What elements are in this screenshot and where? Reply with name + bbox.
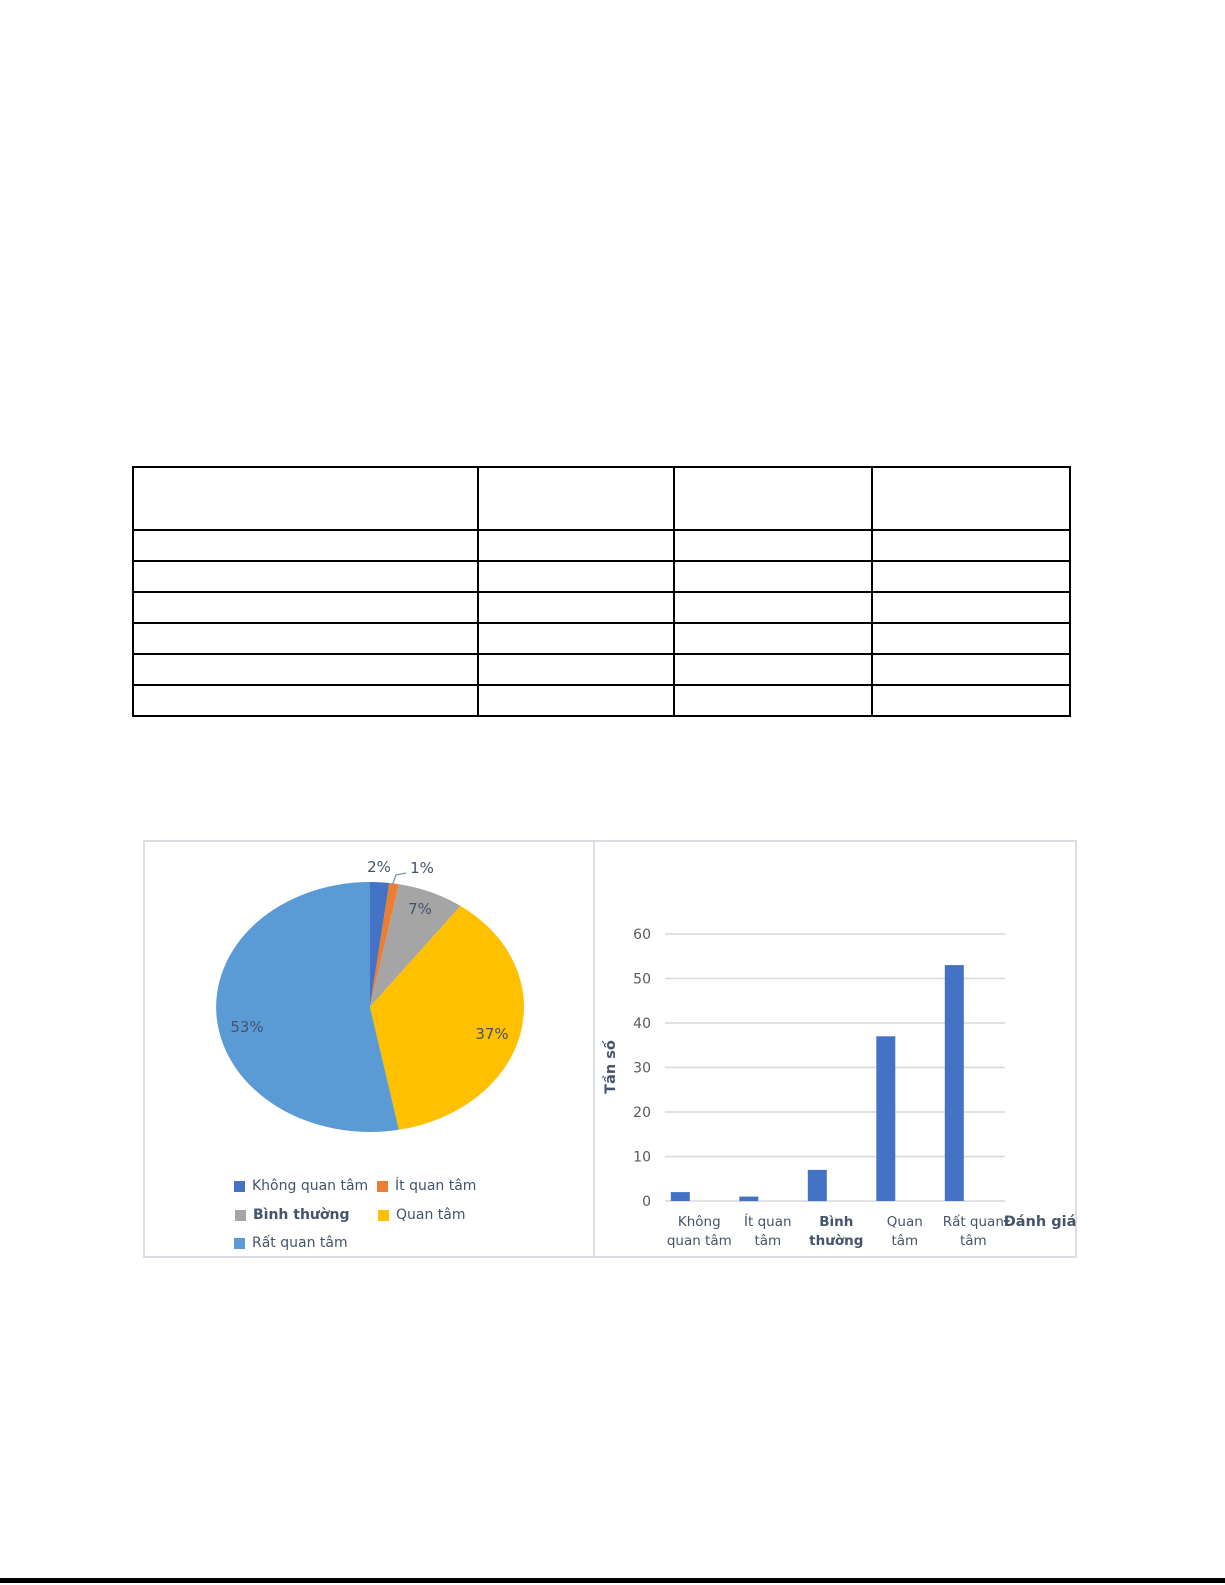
pie-leader-line <box>391 872 407 887</box>
bar <box>670 1192 690 1201</box>
legend-swatch <box>234 1180 245 1192</box>
y-tick-label: 20 <box>633 1105 651 1121</box>
y-tick-label: 40 <box>633 1016 651 1032</box>
x-tick-label: tâm <box>754 1233 781 1249</box>
table-cell <box>132 653 479 686</box>
table-row <box>132 591 1071 624</box>
table-row <box>132 529 1071 562</box>
x-tick-label: quan tâm <box>667 1233 732 1249</box>
legend-item: Ít quan tâm <box>377 1179 476 1193</box>
table-cell <box>477 529 675 562</box>
table-cell <box>132 622 479 655</box>
pie-data-label: 2% <box>367 858 391 876</box>
pie-data-label: 53% <box>230 1018 263 1036</box>
panel-divider <box>593 842 595 1256</box>
table-cell <box>477 684 675 717</box>
pie-slice <box>370 884 461 1007</box>
legend-item: Rất quan tâm <box>234 1236 348 1250</box>
table-cell <box>871 560 1071 593</box>
pie-data-label: 37% <box>475 1025 508 1043</box>
table-cell <box>871 529 1071 562</box>
pie-data-label: 7% <box>408 900 432 918</box>
table-cell <box>673 466 873 531</box>
x-tick-label: tâm <box>960 1233 987 1249</box>
table-cell <box>132 591 479 624</box>
table-cell <box>673 560 873 593</box>
bar <box>739 1196 759 1202</box>
legend-swatch <box>234 1237 245 1249</box>
table-cell <box>871 622 1071 655</box>
table-cell <box>477 466 675 531</box>
table-cell <box>871 684 1071 717</box>
table-cell <box>477 622 675 655</box>
charts-panel: 2% 1% 7% 37% 53% Không quan tâm Ít quan tâm Bì… <box>143 840 1077 1258</box>
pie-slice <box>216 882 399 1132</box>
pie-data-label: 1% <box>410 859 434 877</box>
pie-chart: 2% 1% 7% 37% 53% <box>216 858 524 1132</box>
legend-item: Quan tâm <box>378 1208 466 1222</box>
table-cell <box>132 529 479 562</box>
table-row <box>132 560 1071 593</box>
pie-slice <box>370 883 399 1007</box>
legend-swatch <box>235 1209 246 1221</box>
legend-swatch <box>377 1180 388 1192</box>
x-tick-label: tâm <box>891 1233 918 1249</box>
pie-legend: Không quan tâm Ít quan tâm Bình thường Quan… <box>145 842 593 1256</box>
y-axis-title: Tần số <box>602 1040 619 1094</box>
table-cell <box>477 653 675 686</box>
table-cell <box>871 466 1071 531</box>
legend-item: Bình thường <box>235 1208 350 1222</box>
bar-chart: 0 10 20 30 40 50 60 Tần số Không quan tâm Ít quan t… <box>602 927 1077 1249</box>
bar <box>807 1169 827 1202</box>
legend-label: Ít quan tâm <box>395 1178 477 1194</box>
y-tick-label: 30 <box>633 1061 651 1077</box>
y-tick-label: 0 <box>642 1194 651 1210</box>
legend-label: Không quan tâm <box>252 1178 369 1194</box>
table-cell <box>477 591 675 624</box>
legend-label: Rất quan tâm <box>252 1235 348 1251</box>
x-axis-title: Đánh giá <box>1004 1214 1077 1230</box>
y-tick-label: 10 <box>633 1150 651 1166</box>
table-cell <box>871 653 1071 686</box>
table-cell <box>871 591 1071 624</box>
empty-table <box>132 466 1071 717</box>
table-cell <box>673 622 873 655</box>
table-cell <box>132 560 479 593</box>
pie-slice <box>370 905 524 1130</box>
table-cell <box>673 653 873 686</box>
y-tick-label: 60 <box>633 927 651 943</box>
empty-table-body <box>132 466 1071 717</box>
bottom-rule <box>0 1578 1225 1583</box>
pie-slice <box>370 882 390 1007</box>
table-cell <box>673 684 873 717</box>
table-cell <box>132 466 479 531</box>
table-cell <box>132 684 479 717</box>
legend-item: Không quan tâm <box>234 1179 368 1193</box>
table-cell <box>477 560 675 593</box>
legend-label: Quan tâm <box>396 1207 466 1223</box>
x-tick-label: Quan <box>887 1214 923 1230</box>
table-row <box>132 684 1071 717</box>
x-tick-label: Bình <box>819 1214 853 1230</box>
legend-swatch <box>378 1209 389 1221</box>
bar <box>944 965 964 1201</box>
table-cell <box>673 529 873 562</box>
table-cell <box>673 591 873 624</box>
x-tick-label: Ít quan <box>744 1213 792 1230</box>
x-tick-label: Không <box>678 1214 721 1230</box>
x-tick-label: Rất quan <box>943 1214 1004 1230</box>
table-row <box>132 653 1071 686</box>
y-tick-label: 50 <box>633 972 651 988</box>
x-tick-label: thường <box>809 1233 863 1249</box>
table-header-row <box>132 466 1071 531</box>
table-row <box>132 622 1071 655</box>
bar <box>876 1036 896 1201</box>
legend-label: Bình thường <box>253 1207 350 1223</box>
